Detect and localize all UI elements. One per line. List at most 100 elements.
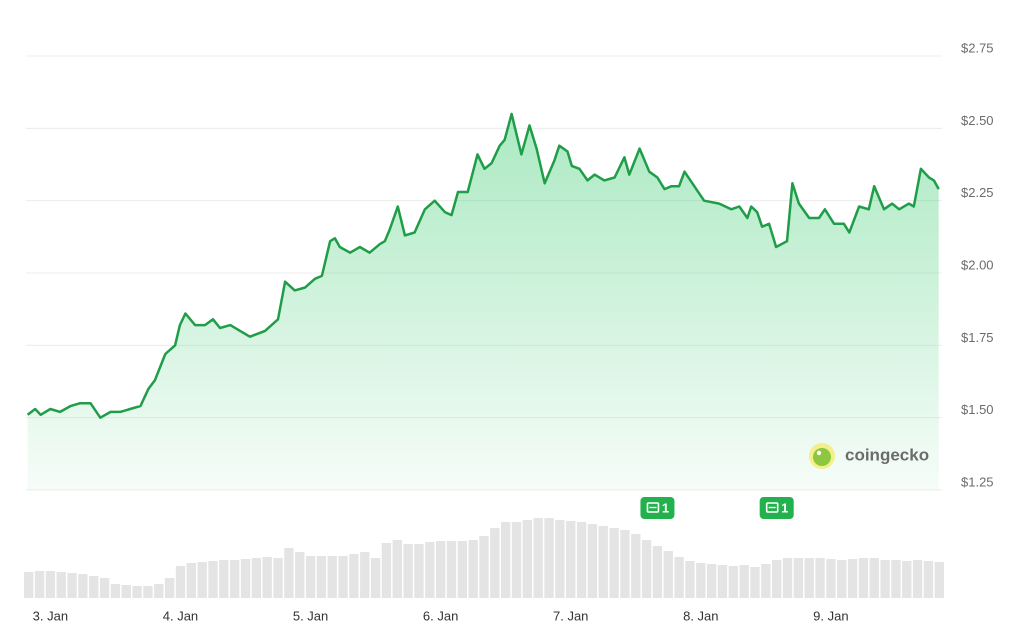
- volume-bar: [414, 544, 424, 598]
- volume-bar: [240, 559, 251, 598]
- volume-bar: [511, 522, 522, 598]
- volume-bar: [717, 565, 728, 598]
- volume-bar: [847, 559, 858, 598]
- volume-bar: [143, 586, 153, 598]
- volume-bar: [89, 576, 99, 598]
- volume-bar: [576, 522, 587, 598]
- volume-bar: [24, 572, 34, 598]
- y-tick-label: $2.50: [961, 113, 994, 128]
- news-marker[interactable]: 1: [759, 497, 794, 519]
- volume-bar: [230, 560, 240, 598]
- volume-bar: [295, 552, 305, 598]
- volume-bar: [175, 566, 186, 598]
- volume-bar: [208, 561, 218, 598]
- volume-bar: [186, 563, 196, 598]
- news-icon: [765, 502, 779, 513]
- volume-bar: [522, 520, 533, 598]
- volume-bar: [782, 558, 793, 598]
- volume-bar: [197, 562, 207, 598]
- volume-bar: [696, 563, 706, 598]
- x-tick-label: 9. Jan: [813, 608, 848, 623]
- volume-bar: [284, 548, 294, 598]
- volume-bar: [706, 564, 717, 598]
- volume-bar: [56, 572, 66, 598]
- volume-bar: [674, 557, 684, 598]
- volume-bar: [685, 561, 695, 598]
- volume-bar: [804, 558, 814, 598]
- volume-bar: [99, 578, 110, 598]
- volume-bar: [45, 571, 56, 598]
- volume-bar: [869, 558, 879, 598]
- volume-bar: [620, 530, 630, 598]
- volume-bar: [154, 584, 164, 598]
- volume-bar: [121, 585, 131, 598]
- volume-bar: [826, 559, 836, 598]
- plot: [24, 55, 944, 598]
- volume-bar: [446, 541, 457, 598]
- news-marker[interactable]: 1: [640, 497, 675, 519]
- y-tick-label: $2.75: [961, 40, 994, 55]
- volume-bar: [891, 560, 901, 598]
- volume-bar: [273, 558, 283, 598]
- volume-bar: [912, 560, 923, 598]
- volume-bar: [403, 544, 413, 598]
- news-badge: [759, 497, 794, 519]
- watermark: coingecko: [809, 443, 929, 469]
- price-line: [26, 112, 940, 419]
- volume-bar: [555, 520, 565, 598]
- y-tick-label: $1.50: [961, 402, 994, 417]
- volume-bar: [468, 540, 478, 598]
- y-tick-label: $1.25: [961, 474, 994, 489]
- volume-bar: [739, 565, 749, 598]
- volume-bar: [110, 584, 121, 598]
- volume-bar: [641, 540, 652, 598]
- volume-bar: [67, 573, 77, 598]
- x-tick-label: 7. Jan: [553, 608, 588, 623]
- volume-bar: [934, 562, 944, 598]
- news-count: 1: [781, 500, 788, 515]
- price-area: [27, 113, 939, 491]
- volume-bar: [750, 567, 760, 598]
- volume-bar: [566, 521, 576, 598]
- volume-bar: [219, 560, 229, 598]
- volume-bar: [501, 522, 511, 598]
- volume-bar: [761, 564, 771, 598]
- y-tick-label: $2.25: [961, 185, 994, 200]
- volume-bar: [663, 551, 673, 598]
- news-icon: [646, 502, 660, 513]
- y-tick-label: $2.00: [961, 257, 994, 272]
- volume-bar: [490, 528, 500, 598]
- volume-bar: [316, 556, 327, 598]
- volume-bar: [435, 541, 446, 598]
- volume-bar: [772, 560, 782, 598]
- news-badge: [640, 497, 675, 519]
- volume-bar: [837, 560, 847, 598]
- volume-bar: [164, 578, 175, 598]
- volume-bar: [587, 524, 598, 598]
- volume-bar: [262, 557, 272, 598]
- volume-bar: [609, 528, 619, 598]
- volume-bar: [381, 543, 392, 598]
- volume-bar: [305, 556, 316, 598]
- volume-bar: [338, 556, 348, 598]
- volume-bar: [598, 526, 608, 598]
- x-tick-label: 6. Jan: [423, 608, 458, 623]
- volume-bar: [858, 558, 869, 598]
- volume-bar: [902, 561, 912, 598]
- volume-bar: [631, 534, 641, 598]
- volume-bar: [360, 552, 370, 598]
- volume-bar: [78, 574, 88, 598]
- volume-bar: [392, 540, 402, 598]
- watermark-text: coingecko: [845, 445, 929, 464]
- volume-bar: [815, 558, 825, 598]
- y-tick-label: $1.75: [961, 330, 994, 345]
- volume-bar: [370, 558, 381, 598]
- news-count: 1: [662, 500, 669, 515]
- volume-bar: [34, 571, 45, 598]
- volume-bar: [652, 546, 663, 598]
- x-tick-label: 3. Jan: [33, 608, 68, 623]
- volume-bar: [923, 561, 934, 598]
- volume-bar: [349, 554, 359, 598]
- volume-bar: [479, 536, 489, 598]
